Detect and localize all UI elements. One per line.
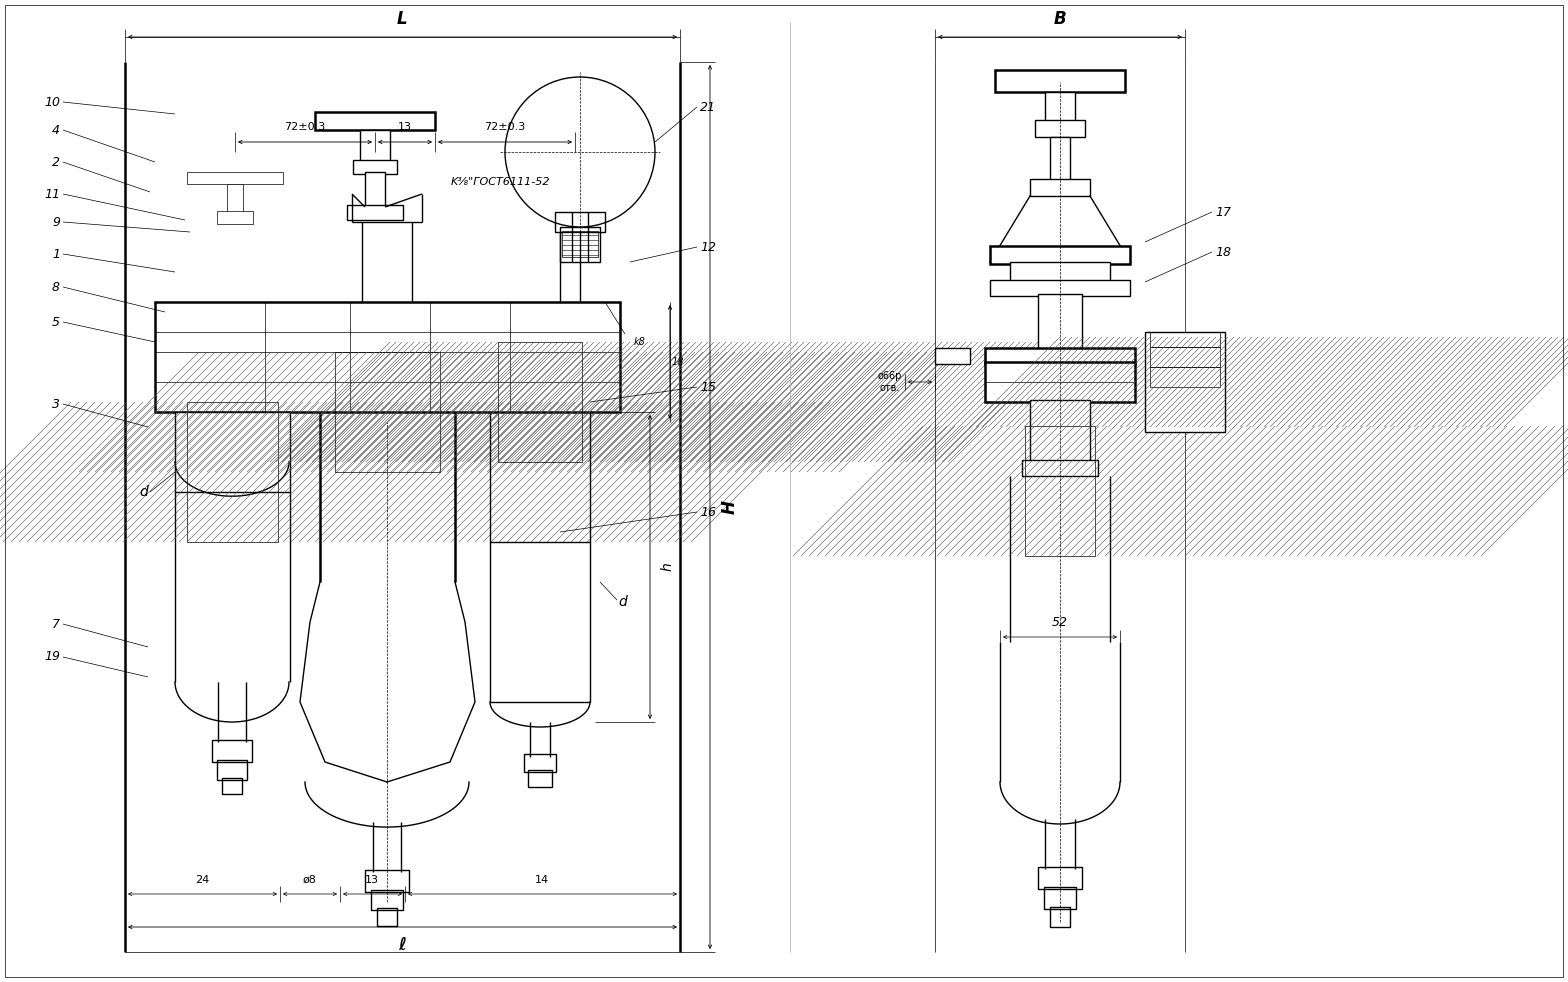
Bar — [1030, 179, 1090, 196]
Bar — [1051, 907, 1069, 927]
Text: 2: 2 — [52, 155, 60, 169]
Bar — [336, 352, 441, 472]
Text: ℓ: ℓ — [398, 936, 406, 954]
Text: 72±0.3: 72±0.3 — [485, 122, 525, 132]
Bar — [1038, 294, 1082, 352]
Text: 17: 17 — [1215, 205, 1231, 219]
Bar — [985, 362, 1135, 402]
Text: B: B — [1054, 10, 1066, 28]
Text: 11: 11 — [44, 188, 60, 200]
Bar — [176, 412, 290, 492]
Bar — [212, 740, 252, 762]
Bar — [989, 246, 1131, 264]
Bar — [985, 348, 1135, 364]
Text: 14: 14 — [535, 875, 549, 885]
Text: H: H — [721, 500, 739, 514]
Text: L: L — [397, 10, 408, 28]
Text: 7: 7 — [52, 618, 60, 630]
Bar — [1010, 262, 1110, 282]
Bar — [555, 212, 605, 232]
Bar — [365, 870, 409, 892]
Bar — [1044, 92, 1076, 122]
Bar — [347, 205, 403, 220]
Bar — [187, 402, 278, 542]
Text: 9: 9 — [52, 215, 60, 229]
Text: d: d — [618, 595, 627, 609]
Bar — [1149, 348, 1185, 364]
Text: 4: 4 — [52, 124, 60, 136]
Bar — [1035, 120, 1085, 137]
Text: 52: 52 — [1052, 616, 1068, 628]
Bar — [996, 70, 1124, 92]
Bar — [1149, 347, 1220, 367]
Bar — [1149, 367, 1220, 387]
Bar — [1030, 400, 1090, 462]
Bar — [353, 160, 397, 174]
Bar — [187, 172, 282, 184]
Text: 19: 19 — [44, 650, 60, 664]
Bar — [372, 890, 403, 910]
Bar — [528, 770, 552, 787]
Bar — [361, 130, 390, 162]
Bar — [1145, 332, 1225, 432]
Bar — [376, 908, 397, 926]
Text: ø8: ø8 — [303, 875, 317, 885]
Text: 18: 18 — [673, 357, 685, 367]
Text: k8: k8 — [633, 337, 646, 347]
Bar — [223, 778, 241, 794]
Text: 10: 10 — [44, 95, 60, 108]
Bar — [365, 172, 386, 207]
Bar — [216, 211, 252, 224]
Text: K³⁄₈"ГОСТ6111-52: K³⁄₈"ГОСТ6111-52 — [450, 177, 550, 187]
Text: 72±0.3: 72±0.3 — [284, 122, 326, 132]
Bar — [560, 227, 601, 262]
Text: ø66р
отв.: ø66р отв. — [878, 371, 902, 393]
Bar — [499, 342, 582, 462]
Text: 18: 18 — [1215, 246, 1231, 258]
Text: h: h — [662, 563, 674, 572]
Text: 3: 3 — [52, 398, 60, 410]
Text: 13: 13 — [365, 875, 379, 885]
Bar — [1025, 426, 1094, 556]
Circle shape — [368, 393, 376, 401]
Bar — [1044, 887, 1076, 909]
Bar — [216, 760, 248, 780]
Bar — [935, 348, 971, 364]
Bar — [155, 302, 619, 412]
Bar — [1038, 867, 1082, 889]
Bar — [1051, 137, 1069, 182]
Text: 13: 13 — [398, 122, 412, 132]
Text: 16: 16 — [699, 506, 717, 518]
Bar — [315, 112, 434, 130]
Text: 1: 1 — [52, 247, 60, 260]
Bar — [989, 280, 1131, 296]
Bar — [227, 184, 243, 212]
Bar — [1022, 460, 1098, 476]
Text: 5: 5 — [52, 315, 60, 329]
Text: 15: 15 — [699, 380, 717, 394]
Text: 8: 8 — [52, 281, 60, 294]
Bar — [489, 542, 590, 702]
Bar — [524, 754, 557, 772]
Text: 12: 12 — [699, 241, 717, 253]
Text: 24: 24 — [194, 875, 209, 885]
Bar — [1149, 332, 1220, 347]
Text: 21: 21 — [699, 100, 717, 114]
Circle shape — [398, 393, 406, 401]
Bar — [561, 231, 597, 257]
Text: d: d — [140, 485, 147, 499]
